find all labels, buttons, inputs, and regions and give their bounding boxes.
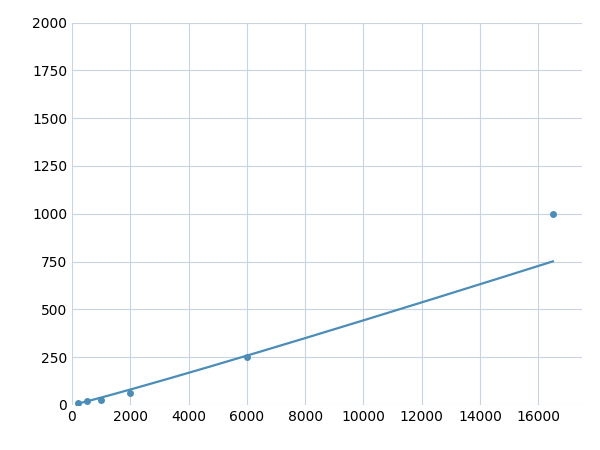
- Point: [125, 389, 135, 396]
- Point: [73, 400, 83, 407]
- Point: [548, 210, 557, 217]
- Point: [242, 354, 251, 361]
- Point: [82, 398, 91, 405]
- Point: [97, 396, 106, 404]
